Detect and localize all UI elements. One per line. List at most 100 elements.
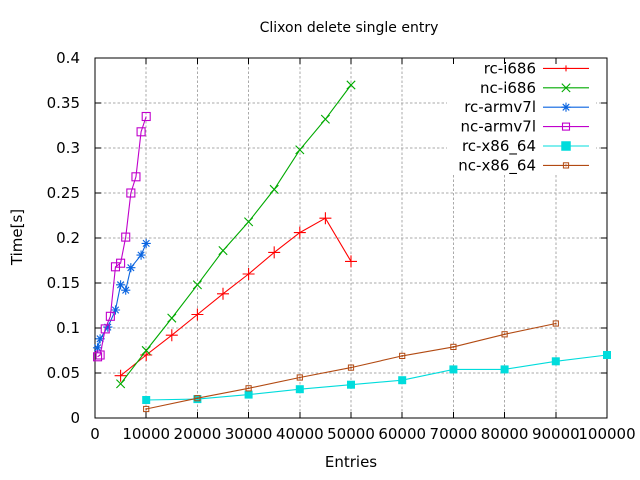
marker-rc-i686 [345,255,357,268]
marker-nc-i686 [269,184,279,194]
marker-rc-armv7l [126,263,136,273]
marker-rc-x86_64 [347,380,355,389]
marker-nc-x86_64-dot [196,397,199,399]
legend-label-nc-armv7l: nc-armv7l [461,118,536,136]
marker-nc-x86_64 [143,405,150,413]
series-line-nc-i686 [120,84,352,385]
legend-label-rc-i686: rc-i686 [484,59,536,77]
marker-nc-armv7l [95,350,105,360]
marker-nc-armv7l [100,324,110,334]
series-line-rc-i686 [120,217,352,377]
legend-marker-nc-armv7l [561,122,571,131]
marker-rc-i686 [268,246,281,259]
marker-rc-armv7l [121,285,131,295]
marker-nc-x86_64-dot [452,346,455,348]
x-tick-label: 100000 [578,425,635,443]
marker-nc-x86_64-dot [299,376,301,379]
marker-rc-i686 [217,287,229,300]
marker-rc-armv7l [103,322,113,332]
y-tick-label: 0.1 [56,319,80,337]
marker-nc-armv7l [126,188,136,198]
marker-nc-armv7l [93,352,103,362]
marker-rc-armv7l [110,305,121,315]
marker-rc-i686 [191,308,204,321]
marker-rc-x86_64 [398,376,407,385]
legend-marker-nc-x86_64-dot [565,164,567,167]
marker-rc-i686 [165,329,178,342]
marker-rc-x86_64 [244,390,253,399]
x-axis-label: Entries [325,453,377,471]
marker-rc-x86_64 [142,396,151,404]
marker-rc-x86_64 [449,365,458,374]
y-tick-label: 0.25 [47,184,80,202]
marker-nc-armv7l [141,111,151,122]
marker-rc-x86_64 [500,365,509,374]
marker-rc-x86_64 [193,395,202,404]
marker-nc-armv7l [121,232,131,242]
marker-rc-armv7l [92,343,103,353]
marker-rc-i686 [114,369,127,382]
x-tick-label: 90000 [532,425,580,443]
marker-nc-x86_64 [296,374,303,381]
marker-nc-i686 [218,246,228,256]
x-tick-label: 50000 [327,425,375,443]
marker-nc-i686 [116,379,126,389]
legend-label-nc-i686: nc-i686 [480,79,536,97]
legend-label-rc-x86_64: rc-x86_64 [462,137,536,156]
y-tick-label: 0.4 [56,49,80,67]
marker-rc-x86_64 [295,385,304,394]
marker-nc-i686 [141,345,151,356]
marker-nc-x86_64 [450,343,457,350]
marker-nc-x86_64 [552,320,559,327]
y-axis-label: Time[s] [8,209,26,266]
marker-rc-armv7l [116,280,126,290]
y-tick-label: 0.35 [47,94,80,112]
marker-nc-x86_64 [347,364,355,371]
marker-nc-x86_64 [194,395,201,402]
marker-nc-i686 [192,280,202,290]
series-line-nc-armv7l [97,116,147,358]
y-tick-label: 0 [70,409,80,427]
legend-marker-nc-x86_64 [562,162,570,169]
marker-rc-armv7l [141,238,151,248]
marker-nc-x86_64 [501,331,508,338]
marker-nc-x86_64-dot [555,322,557,325]
legend-marker-nc-i686 [561,83,571,93]
marker-nc-x86_64 [245,385,252,392]
y-tick-label: 0.3 [56,139,80,157]
marker-nc-i686 [167,313,177,323]
legend-marker-rc-x86_64 [561,141,571,151]
marker-rc-armv7l [95,334,105,344]
marker-rc-x86_64 [551,357,560,366]
marker-rc-x86_64 [603,351,611,359]
marker-nc-x86_64 [399,352,406,359]
marker-nc-i686 [346,80,356,90]
x-tick-label: 70000 [430,425,478,443]
marker-nc-x86_64-dot [247,387,250,390]
series-line-rc-x86_64 [146,354,608,401]
legend-background [447,64,596,175]
legend-marker-rc-armv7l [561,102,571,112]
marker-nc-armv7l [105,311,115,321]
marker-nc-i686 [295,145,305,155]
y-tick-label: 0.15 [47,274,80,292]
marker-nc-x86_64-dot [401,355,403,357]
x-tick-label: 40000 [276,425,324,443]
marker-rc-i686 [293,226,306,239]
marker-nc-x86_64-dot [503,333,506,336]
legend-marker-rc-i686 [563,65,569,72]
x-tick-label: 60000 [378,425,426,443]
legend-label-rc-armv7l: rc-armv7l [464,98,536,116]
marker-rc-i686 [242,268,255,280]
marker-nc-x86_64-dot [350,366,352,369]
marker-nc-x86_64-dot [145,408,147,410]
x-tick-label: 10000 [122,425,170,443]
marker-rc-i686 [319,212,332,225]
y-tick-label: 0.2 [56,229,80,247]
x-tick-label: 20000 [174,425,222,443]
marker-nc-i686 [244,217,254,227]
x-tick-label: 80000 [481,425,529,443]
marker-nc-i686 [320,114,330,124]
